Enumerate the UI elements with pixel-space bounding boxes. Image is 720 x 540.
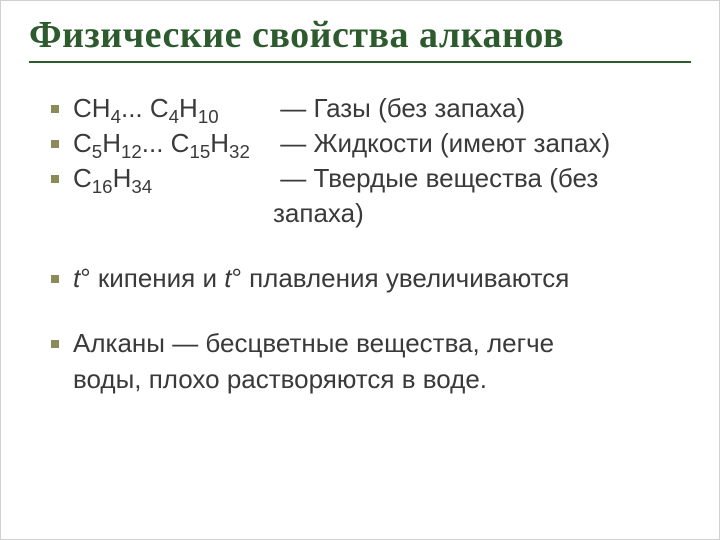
bullet-text: t° кипения и t° плавления увеличиваются — [73, 261, 691, 296]
title-underline — [29, 61, 691, 63]
bullet-item-temperature: t° кипения и t° плавления увеличиваются — [51, 261, 691, 296]
bullet-text: Алканы — бесцветные вещества, легче — [73, 326, 691, 361]
formula: С5Н12... С15Н32 — [73, 126, 273, 161]
slide: Физические свойства алканов СН4... С4Н10… — [0, 0, 720, 540]
bullet-item-gases: СН4... С4Н10 — Газы (без запаха) — [51, 91, 691, 126]
bullet-item-solids: С16Н34 — Твердые вещества (без — [51, 161, 691, 196]
slide-body: СН4... С4Н10 — Газы (без запаха) С5Н12..… — [29, 91, 691, 397]
bullet-text-continuation: запаха) — [51, 196, 691, 231]
description: — Жидкости (имеют запах) — [280, 128, 610, 158]
formula: С16Н34 — [73, 161, 273, 196]
bullet-text: СН4... С4Н10 — Газы (без запаха) — [73, 91, 691, 126]
bullet-item-colorless-cont: воды, плохо растворяются в воде. — [51, 362, 691, 397]
formula: СН4... С4Н10 — [73, 91, 273, 126]
bullet-text: С16Н34 — Твердые вещества (без — [73, 161, 691, 196]
bullet-text: С5Н12... С15Н32 — Жидкости (имеют запах) — [73, 126, 691, 161]
bullet-text-continuation: воды, плохо растворяются в воде. — [73, 362, 691, 397]
bullet-item-liquids: С5Н12... С15Н32 — Жидкости (имеют запах) — [51, 126, 691, 161]
slide-title: Физические свойства алканов — [29, 13, 691, 57]
description: — Газы (без запаха) — [280, 93, 525, 123]
bullet-item-colorless: Алканы — бесцветные вещества, легче — [51, 326, 691, 361]
description: — Твердые вещества (без — [280, 163, 598, 193]
